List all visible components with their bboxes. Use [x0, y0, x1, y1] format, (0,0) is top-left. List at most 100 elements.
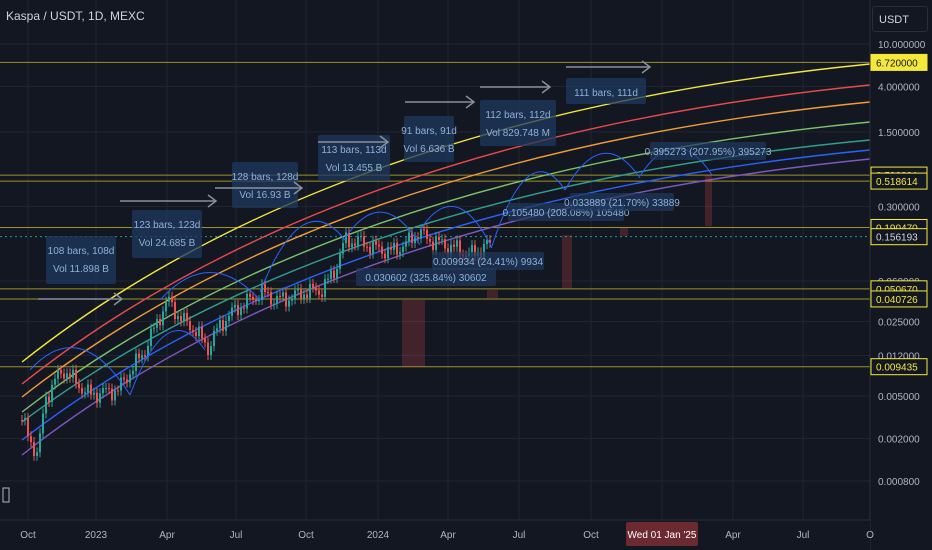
candle-body [159, 319, 161, 326]
candle-body [357, 236, 359, 246]
measure-tag-text: 0.033889 (21.70%) 33889 [564, 198, 680, 209]
candle-body [402, 246, 404, 253]
candle-body [384, 253, 386, 259]
measure-tag-text: 0.009934 (24.41%) 9934 [433, 257, 544, 268]
candle-body [342, 243, 344, 254]
price-tag-text: 0.518614 [876, 177, 918, 188]
candle-body [300, 288, 302, 299]
candle-body [189, 321, 191, 331]
range-highlight [487, 290, 498, 298]
candle-body [75, 369, 77, 384]
measure-tag [570, 193, 674, 211]
candle-body [144, 355, 146, 357]
candle-body [291, 299, 293, 301]
candle-body [315, 287, 317, 291]
candle-body [174, 302, 176, 320]
candle-body [204, 338, 206, 343]
candle-body [96, 392, 98, 403]
candle-body [393, 242, 395, 250]
measure-vol-label: Vol 24.685 B [139, 238, 196, 249]
candle-body [105, 388, 107, 390]
candle-body [435, 236, 437, 250]
range-highlight [402, 300, 425, 367]
candle-body [48, 396, 50, 402]
candle-body [198, 326, 200, 337]
candle-body [54, 378, 56, 385]
symbol-title[interactable]: Kaspa / USDT, 1D, MEXC [6, 9, 145, 23]
measure-tag-text: 0.030602 (325.84%) 30602 [365, 273, 487, 284]
candle-body [210, 346, 212, 355]
candle-body [165, 301, 167, 312]
y-tick-label: 0.025000 [878, 318, 920, 329]
scroll-marker [2, 487, 10, 503]
candle-body [390, 247, 392, 250]
range-highlight [620, 228, 628, 236]
candle-body [426, 229, 428, 239]
candle-body [237, 304, 239, 316]
candle-body [216, 328, 218, 331]
candle-body [264, 284, 266, 293]
candle-body [354, 243, 356, 246]
candle-body [126, 379, 128, 383]
candle-body [141, 355, 143, 359]
price-tag-text: 6.720000 [876, 58, 918, 69]
price-tag-text: 0.156193 [876, 233, 918, 244]
candle-body [27, 418, 29, 437]
candle-body [459, 240, 461, 255]
candle-body [411, 232, 413, 244]
candle-body [489, 240, 491, 243]
y-tick-label: 1.500000 [878, 128, 920, 139]
candle-body [399, 252, 401, 255]
measure-box [480, 100, 556, 146]
x-tick-label: Wed 01 Jan '25 [628, 530, 697, 541]
candle-body [474, 245, 476, 256]
candle-body [453, 244, 455, 247]
measure-vol-label: Vol 13.455 B [326, 163, 383, 174]
candle-body [87, 384, 89, 393]
candle-body [294, 290, 296, 300]
measure-bars-label: 108 bars, 108d [48, 246, 115, 257]
candle-body [306, 294, 308, 299]
candle-body [117, 390, 119, 392]
candle-body [102, 388, 104, 394]
candle-body [78, 383, 80, 389]
candle-body [456, 240, 458, 247]
candle-body [273, 303, 275, 305]
date-highlight [626, 522, 698, 546]
candle-body [252, 296, 254, 301]
candle-body [432, 241, 434, 250]
y-tick-label: 0.000800 [878, 477, 920, 488]
price-tag [870, 53, 928, 71]
y-tick-label: 0.012000 [878, 352, 920, 363]
candle-body [51, 384, 53, 402]
measure-vol-label: Vol 16.93 B [239, 190, 290, 201]
candle-body [351, 243, 353, 248]
measure-vol-label: Vol 6.636 B [403, 144, 454, 155]
candle-body [129, 374, 131, 383]
candle-body [243, 307, 245, 309]
measure-box [132, 210, 202, 258]
candle-body [333, 270, 335, 279]
cycle-arc [419, 205, 493, 249]
candle-body [423, 229, 425, 231]
candle-body [396, 242, 398, 255]
candle-body [450, 244, 452, 254]
y-axis-panel [870, 0, 932, 550]
candle-body [255, 300, 257, 302]
candle-body [108, 388, 110, 390]
candle-body [24, 418, 26, 421]
candle-body [90, 384, 92, 395]
candle-body [201, 326, 203, 339]
candle-body [45, 396, 47, 414]
currency-badge[interactable]: USDT [872, 6, 928, 32]
candle-body [150, 328, 152, 346]
price-tag [870, 358, 928, 376]
candle-body [348, 232, 350, 248]
candle-body [66, 373, 68, 379]
candle-body [258, 300, 260, 302]
candle-body [444, 239, 446, 249]
candle-body [228, 315, 230, 322]
candle-body [297, 288, 299, 291]
